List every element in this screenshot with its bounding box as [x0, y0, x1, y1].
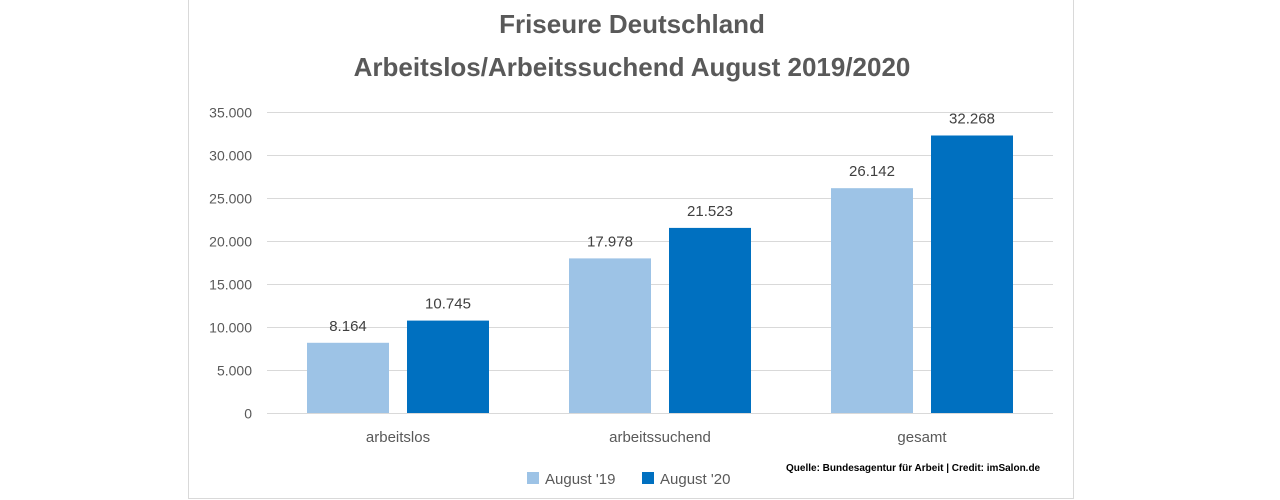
bar	[569, 258, 651, 413]
chart-title-line-1: Friseure Deutschland	[499, 9, 765, 39]
legend: August '19 August '20	[527, 471, 730, 488]
legend-label: August '19	[545, 471, 615, 488]
legend-label: August '20	[660, 471, 730, 488]
chart-title-line-2: Arbeitslos/Arbeitssuchend August 2019/20…	[354, 52, 911, 82]
y-axis-tick-labels: 0 5.000 10.000 15.000 20.000 25.000 30.000 35.0…	[209, 105, 252, 422]
y-tick-label: 25.000	[209, 191, 252, 207]
y-tick-label: 30.000	[209, 148, 252, 164]
category-labels: arbeitslos arbeitssuchend gesamt	[366, 429, 948, 446]
y-tick-label: 0	[244, 406, 252, 422]
category-label: arbeitslos	[366, 429, 430, 446]
y-tick-label: 35.000	[209, 105, 252, 121]
bar	[669, 227, 751, 413]
bar	[931, 135, 1013, 414]
data-label: 10.745	[425, 296, 471, 313]
data-labels: 8.164 10.745 17.978 21.523 26.142 32.268	[329, 110, 995, 334]
y-tick-label: 15.000	[209, 277, 252, 293]
legend-swatch	[642, 472, 654, 484]
bars	[307, 135, 1013, 414]
y-tick-label: 5.000	[217, 363, 252, 379]
bar	[407, 320, 489, 413]
data-label: 32.268	[949, 110, 995, 127]
data-label: 8.164	[329, 318, 367, 335]
y-tick-label: 20.000	[209, 234, 252, 250]
data-label: 17.978	[587, 233, 633, 250]
y-tick-label: 10.000	[209, 320, 252, 336]
chart-frame	[188, 0, 1074, 499]
data-label: 21.523	[687, 203, 733, 220]
source-note: Quelle: Bundesagentur für Arbeit | Credi…	[786, 463, 1041, 474]
legend-swatch	[527, 472, 539, 484]
gridlines	[267, 112, 1053, 414]
category-label: arbeitssuchend	[609, 429, 711, 446]
data-label: 26.142	[849, 163, 895, 180]
category-label: gesamt	[897, 429, 947, 446]
bar	[831, 188, 913, 413]
bar	[307, 342, 389, 413]
